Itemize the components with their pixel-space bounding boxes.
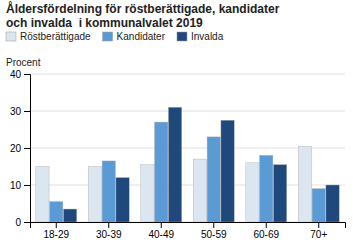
y-tick: 10 [10,180,30,191]
x-axis-line [31,223,346,229]
x-tick: 60-69 [253,222,279,240]
y-tick-mark [24,74,30,75]
x-tick-label: 70+ [310,229,327,240]
x-tick: 40-49 [148,222,174,240]
bar [63,209,76,222]
x-tick-mark [318,222,319,228]
legend-swatch [103,32,113,41]
bar [88,167,101,223]
bar [260,155,273,222]
y-tick-label: 10 [10,180,22,191]
x-tick-label: 50-59 [201,229,227,240]
bar [326,185,339,222]
bar [207,137,220,222]
bar [141,165,154,222]
y-axis: 0 10 20 30 40 [10,69,31,228]
x-tick-mark [108,222,109,228]
x-tick-mark [213,222,214,228]
x-tick-mark [56,222,57,228]
x-tick-label: 30-39 [96,229,122,240]
plot: 0 10 20 30 40 18-29 30-39 40-49 50-59 60-69 70+ [10,69,346,240]
legend-item: Röstberättigade [6,31,91,42]
x-tick: 18-29 [43,222,69,240]
bar-series [50,122,326,222]
y-tick: 40 [10,69,30,80]
x-tick-mark [161,222,162,228]
x-tick: 70+ [310,222,327,240]
bar [102,161,115,222]
bar [116,178,129,222]
title: Åldersfördelning för röstberättigade, ka… [6,1,280,30]
y-axis-line [24,75,31,223]
bar [36,167,49,223]
y-tick-label: 20 [10,143,22,154]
grid-line [30,185,345,186]
grid-line [30,111,345,112]
y-tick-mark [24,185,30,186]
bar [193,159,206,222]
bars [36,107,339,222]
y-tick-label: 30 [10,106,22,117]
legend-label: Invalda [191,31,224,42]
grid [30,74,345,222]
legend-label: Kandidater [117,31,166,42]
y-tick: 30 [10,106,30,117]
chart: Åldersfördelning för röstberättigade, ka… [0,0,353,242]
title-line: och invalda i kommunalvalet 2019 [6,16,203,30]
x-tick: 30-39 [96,222,122,240]
bar [273,165,286,222]
bar [221,120,234,222]
y-tick-label: 40 [10,69,22,80]
y-tick: 20 [10,143,30,154]
x-tick-label: 60-69 [253,229,279,240]
grid-line [30,74,345,75]
bar [312,189,325,222]
x-tick-label: 40-49 [148,229,174,240]
grid-line [30,148,345,149]
legend-item: Invalda [177,31,224,42]
y-tick-mark [24,148,30,149]
bar [50,202,63,222]
bar-series [63,107,339,222]
bar [246,163,259,222]
x-tick-label: 18-29 [43,229,69,240]
y-tick: 0 [15,217,30,228]
y-tick-mark [24,111,30,112]
bar [298,146,311,222]
y-tick-mark [24,222,30,223]
x-axis: 18-29 30-39 40-49 50-59 60-69 70+ [31,222,346,240]
legend-swatch [177,32,187,41]
legend-label: Röstberättigade [20,31,91,42]
title-line: Åldersfördelning för röstberättigade, ka… [6,1,280,16]
legend: Röstberättigade Kandidater Invalda [6,31,224,42]
legend-item: Kandidater [103,31,166,42]
x-tick: 50-59 [201,222,227,240]
legend-swatch [6,32,16,41]
bar [168,107,181,222]
y-tick-label: 0 [15,217,21,228]
y-axis-title: Procent [6,57,41,68]
bar [155,122,168,222]
x-tick-mark [266,222,267,228]
